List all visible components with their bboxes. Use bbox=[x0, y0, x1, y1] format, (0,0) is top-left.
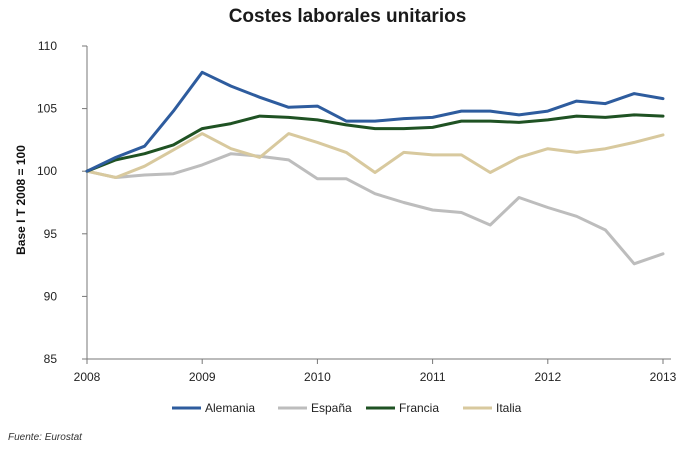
legend-label: Italia bbox=[496, 401, 522, 415]
y-axis-label: Base I T 2008 = 100 bbox=[14, 145, 28, 255]
y-tick-label: 105 bbox=[37, 102, 57, 116]
series-line-alemania bbox=[85, 70, 665, 173]
x-tick-label: 2013 bbox=[650, 370, 677, 384]
x-tick-label: 2010 bbox=[304, 370, 331, 384]
y-tick-label: 90 bbox=[44, 289, 58, 303]
y-tick-label: 110 bbox=[38, 39, 57, 53]
series-layer bbox=[85, 70, 665, 266]
x-tick-label: 2009 bbox=[189, 370, 216, 384]
series-line-francia bbox=[85, 113, 665, 173]
legend-label: Alemania bbox=[205, 401, 255, 415]
x-tick-label: 2011 bbox=[420, 370, 446, 384]
y-tick-label: 85 bbox=[44, 352, 58, 366]
legend: Alemania España Francia Italia bbox=[172, 401, 522, 415]
x-tick-label: 2012 bbox=[534, 370, 561, 384]
legend-label: España bbox=[311, 401, 352, 415]
y-tick-label: 100 bbox=[37, 164, 57, 178]
source-note: Fuente: Eurostat bbox=[8, 432, 82, 443]
series-line-italia bbox=[85, 132, 665, 179]
series-line-españa bbox=[85, 152, 665, 266]
chart-title: Costes laborales unitarios bbox=[228, 6, 467, 27]
x-tick-label: 2008 bbox=[74, 370, 101, 384]
legend-label: Francia bbox=[399, 401, 439, 415]
y-tick-label: 95 bbox=[44, 227, 58, 241]
axes: 85 90 95 100 105 110 2008 2009 2010 2011 2012 2013 bbox=[37, 39, 677, 384]
